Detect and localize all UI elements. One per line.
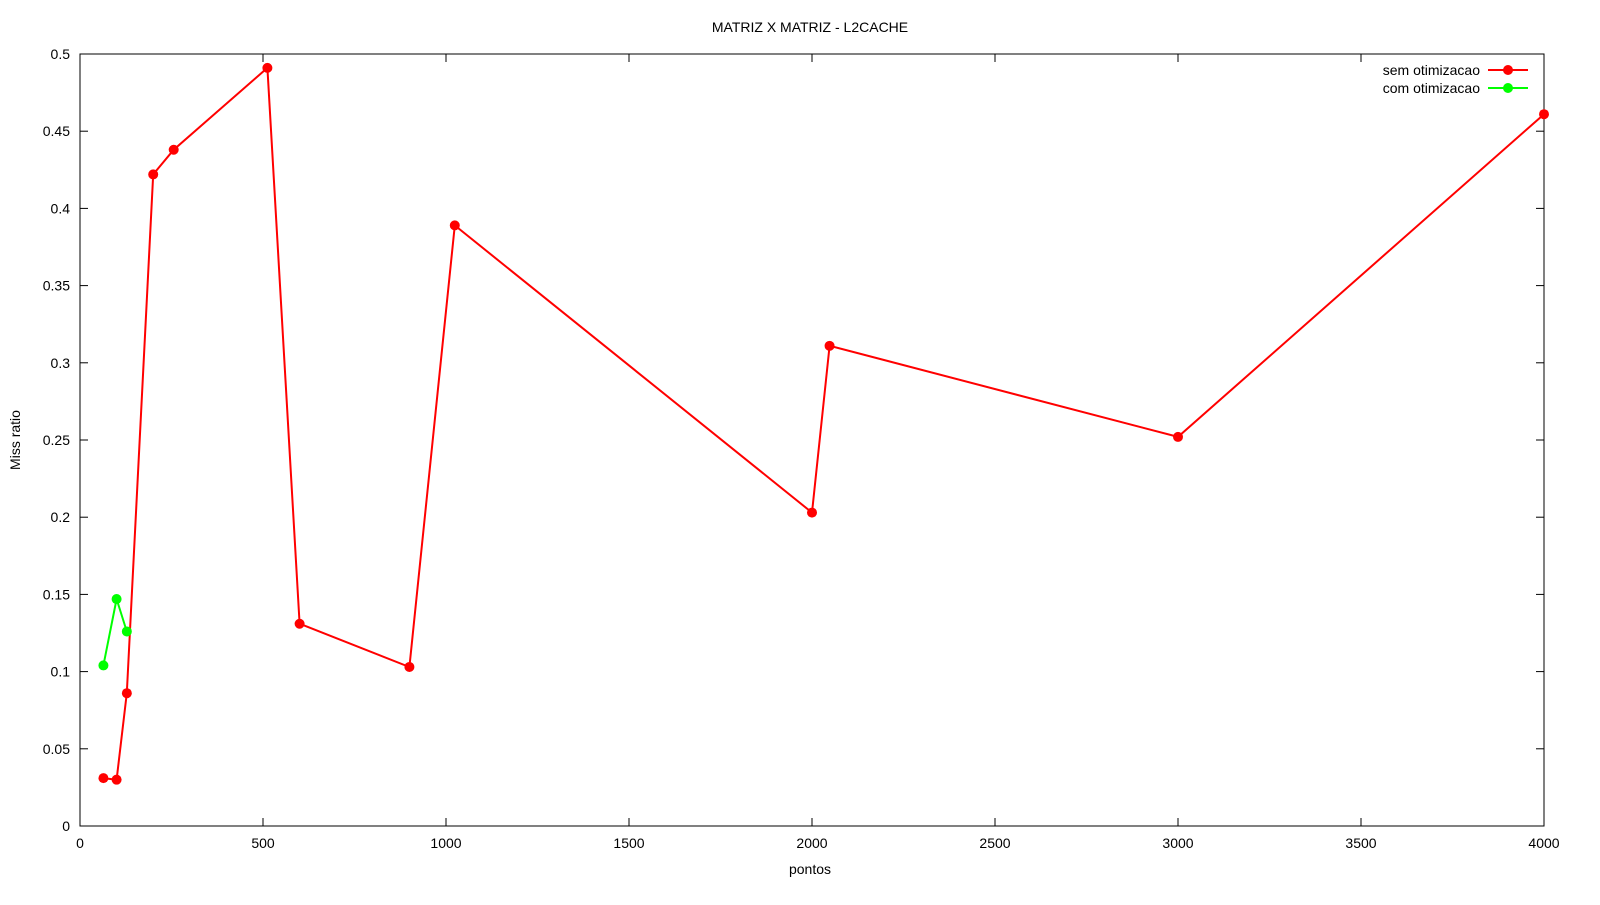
y-tick-label: 0.25 bbox=[43, 432, 70, 448]
y-axis-title: Miss ratio bbox=[7, 410, 23, 470]
series-0-point bbox=[824, 340, 835, 351]
legend-marker-0 bbox=[1503, 65, 1513, 75]
y-tick-label: 0.1 bbox=[51, 664, 71, 680]
y-tick-label: 0.15 bbox=[43, 586, 70, 602]
series-0-point bbox=[148, 169, 159, 180]
y-tick-label: 0.45 bbox=[43, 123, 70, 139]
legend-marker-1 bbox=[1503, 83, 1513, 93]
legend-label-0: sem otimizacao bbox=[1383, 62, 1480, 78]
series-0-point bbox=[168, 144, 179, 155]
series-0-point bbox=[404, 661, 415, 672]
y-tick-label: 0 bbox=[62, 818, 70, 834]
series-layer bbox=[98, 62, 1549, 785]
y-ticks: 0 0.05 0.1 0.15 0.2 0.25 0.3 0.35 0.4 0.45 0.5 bbox=[43, 46, 1544, 834]
series-1-point bbox=[98, 660, 109, 671]
y-tick-label: 0.2 bbox=[51, 509, 71, 525]
x-tick-label: 2500 bbox=[979, 835, 1010, 851]
y-tick-label: 0.4 bbox=[51, 200, 71, 216]
x-tick-label: 3000 bbox=[1162, 835, 1193, 851]
series-0-point bbox=[294, 618, 305, 629]
series-1-point bbox=[111, 594, 122, 605]
x-tick-label: 0 bbox=[76, 835, 84, 851]
y-tick-label: 0.3 bbox=[51, 355, 71, 371]
series-0-point bbox=[449, 220, 460, 231]
x-tick-label: 1000 bbox=[430, 835, 461, 851]
x-tick-label: 500 bbox=[251, 835, 275, 851]
series-0-point bbox=[1173, 431, 1183, 442]
y-tick-label: 0.05 bbox=[43, 741, 70, 757]
series-line-0 bbox=[103, 65, 1545, 781]
legend: sem otimizacao com otimizacao bbox=[1383, 62, 1528, 96]
series-0-point bbox=[262, 62, 273, 73]
series-0-point bbox=[1539, 109, 1549, 120]
x-axis-title: pontos bbox=[789, 861, 831, 877]
chart-title: MATRIZ X MATRIZ - L2CACHE bbox=[712, 19, 908, 35]
x-ticks: 0 500 1000 1500 2000 2500 3000 3500 4000 bbox=[76, 54, 1560, 851]
x-tick-label: 4000 bbox=[1528, 835, 1559, 851]
plot-frame bbox=[79, 53, 1545, 827]
x-tick-label: 3500 bbox=[1345, 835, 1376, 851]
series-0-point bbox=[111, 774, 122, 785]
series-0-point bbox=[807, 507, 817, 518]
series-0-point bbox=[98, 773, 109, 784]
y-tick-label: 0.5 bbox=[51, 46, 71, 62]
y-tick-label: 0.35 bbox=[43, 278, 70, 294]
legend-label-1: com otimizacao bbox=[1383, 80, 1480, 96]
x-tick-label: 1500 bbox=[613, 835, 644, 851]
x-tick-label: 2000 bbox=[796, 835, 827, 851]
series-1-point bbox=[121, 626, 132, 637]
series-0-point bbox=[121, 688, 132, 699]
